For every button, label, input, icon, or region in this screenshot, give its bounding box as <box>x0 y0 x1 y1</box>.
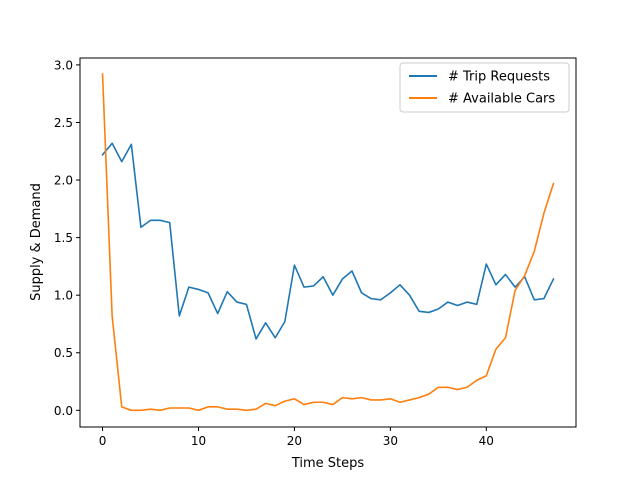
y-tick-label: 2.5 <box>54 116 73 130</box>
y-tick-label: 0.0 <box>54 404 73 418</box>
x-tick-label: 20 <box>287 434 302 448</box>
x-tick-label: 0 <box>99 434 107 448</box>
available-cars-line <box>101 73 555 412</box>
x-tick-label: 10 <box>191 434 206 448</box>
trip-requests-line <box>101 142 555 340</box>
axes-frame <box>79 57 577 428</box>
legend-box <box>399 62 570 113</box>
legend-label-available-cars: # Available Cars <box>448 92 555 107</box>
y-tick-label: 3.0 <box>54 58 73 72</box>
legend: # Trip Requests # Available Cars <box>399 62 570 113</box>
y-tick-label: 0.5 <box>54 346 73 360</box>
legend-label-trip-requests: # Trip Requests <box>448 70 550 85</box>
x-axis: 0 10 20 30 40 <box>99 427 494 448</box>
series-layer <box>101 73 555 412</box>
y-axis: 0.0 0.5 1.0 1.5 2.0 2.5 3.0 <box>54 58 80 418</box>
y-tick-label: 2.0 <box>54 174 73 188</box>
y-tick-label: 1.5 <box>54 231 73 245</box>
y-tick-label: 1.0 <box>54 289 73 303</box>
y-axis-label: Supply & Demand <box>29 183 44 301</box>
x-tick-label: 40 <box>479 434 494 448</box>
x-tick-label: 30 <box>383 434 398 448</box>
x-axis-label: Time Steps <box>291 456 365 471</box>
